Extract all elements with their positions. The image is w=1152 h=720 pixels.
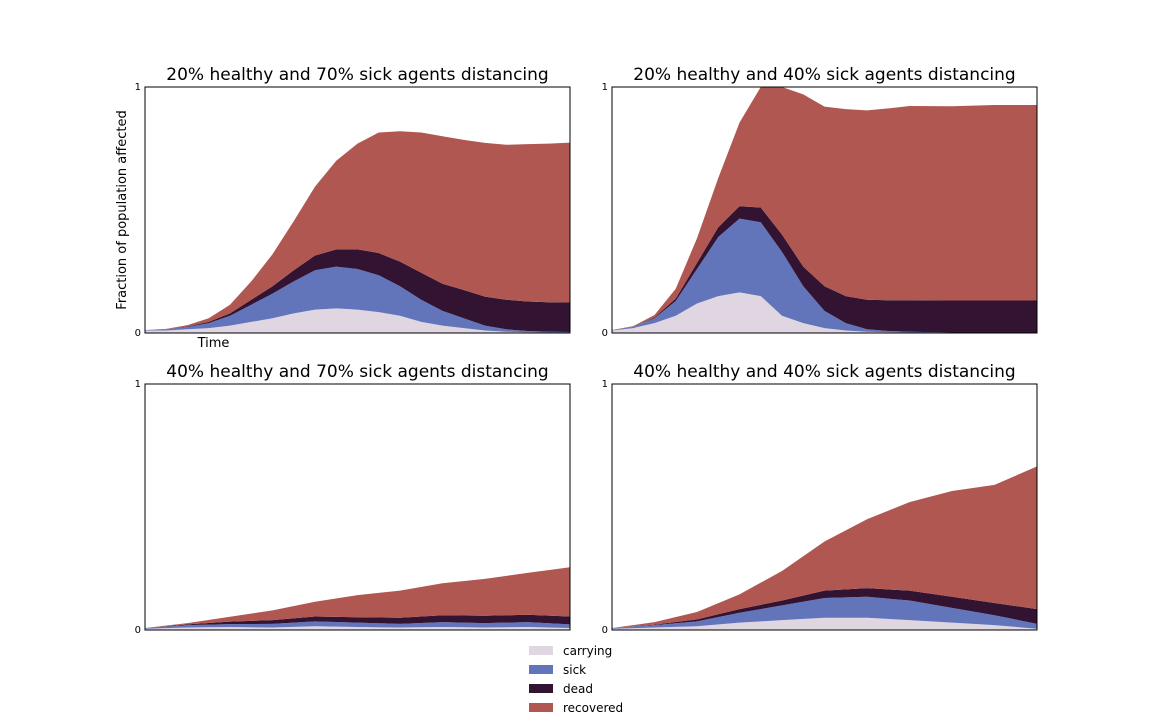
y-axis-label: Fraction of population affected [115,110,130,309]
legend-item-sick: sick [529,663,586,677]
y-tick-label: 1 [602,379,608,390]
area-carrying [145,308,570,333]
y-tick-label: 0 [602,625,608,636]
legend-label: sick [563,663,586,677]
plot-frame [611,383,1038,631]
area-sick [612,218,1037,333]
panel-title: 20% healthy and 70% sick agents distanci… [166,65,548,85]
area-sick [145,621,570,629]
panel-title: 40% healthy and 70% sick agents distanci… [166,362,548,382]
panel-title: 20% healthy and 40% sick agents distanci… [633,65,1015,85]
legend-swatch [529,703,553,712]
area-dead [145,614,570,629]
legend: carrying sick dead recovered [529,644,623,715]
legend-item-dead: dead [529,682,593,696]
panel-title: 40% healthy and 40% sick agents distanci… [633,362,1015,382]
legend-item-carrying: carrying [529,644,612,658]
x-axis-label: Time [197,336,230,351]
area-carrying [612,292,1037,333]
area-carrying [612,617,1037,630]
y-tick-label: 1 [135,82,141,93]
plot-frame [144,86,571,334]
chart-panel-1: 20% healthy and 70% sick agents distanci… [115,65,571,351]
legend-label: carrying [563,644,612,658]
plot-frame [611,86,1038,334]
area-dead [612,206,1037,333]
legend-swatch [529,665,553,674]
chart-panel-3: 40% healthy and 70% sick agents distanci… [135,362,571,636]
plot-frame [144,383,571,631]
area-recovered [612,466,1037,629]
legend-label: dead [563,682,593,696]
chart-panel-4: 40% healthy and 40% sick agents distanci… [602,362,1038,636]
legend-label: recovered [563,701,623,715]
y-tick-label: 1 [602,82,608,93]
chart-panel-2: 20% healthy and 40% sick agents distanci… [602,65,1038,339]
area-carrying [145,626,570,630]
panels: 20% healthy and 70% sick agents distanci… [115,65,1038,636]
y-tick-label: 0 [135,328,141,339]
area-dead [145,249,570,333]
legend-swatch [529,684,553,693]
area-recovered [145,567,570,629]
area-dead [612,588,1037,629]
area-recovered [612,87,1037,331]
area-sick [612,596,1037,629]
y-tick-label: 1 [135,379,141,390]
y-tick-label: 0 [135,625,141,636]
legend-swatch [529,646,553,655]
area-sick [145,266,570,333]
legend-item-recovered: recovered [529,701,623,715]
y-tick-label: 0 [602,328,608,339]
area-recovered [145,131,570,331]
